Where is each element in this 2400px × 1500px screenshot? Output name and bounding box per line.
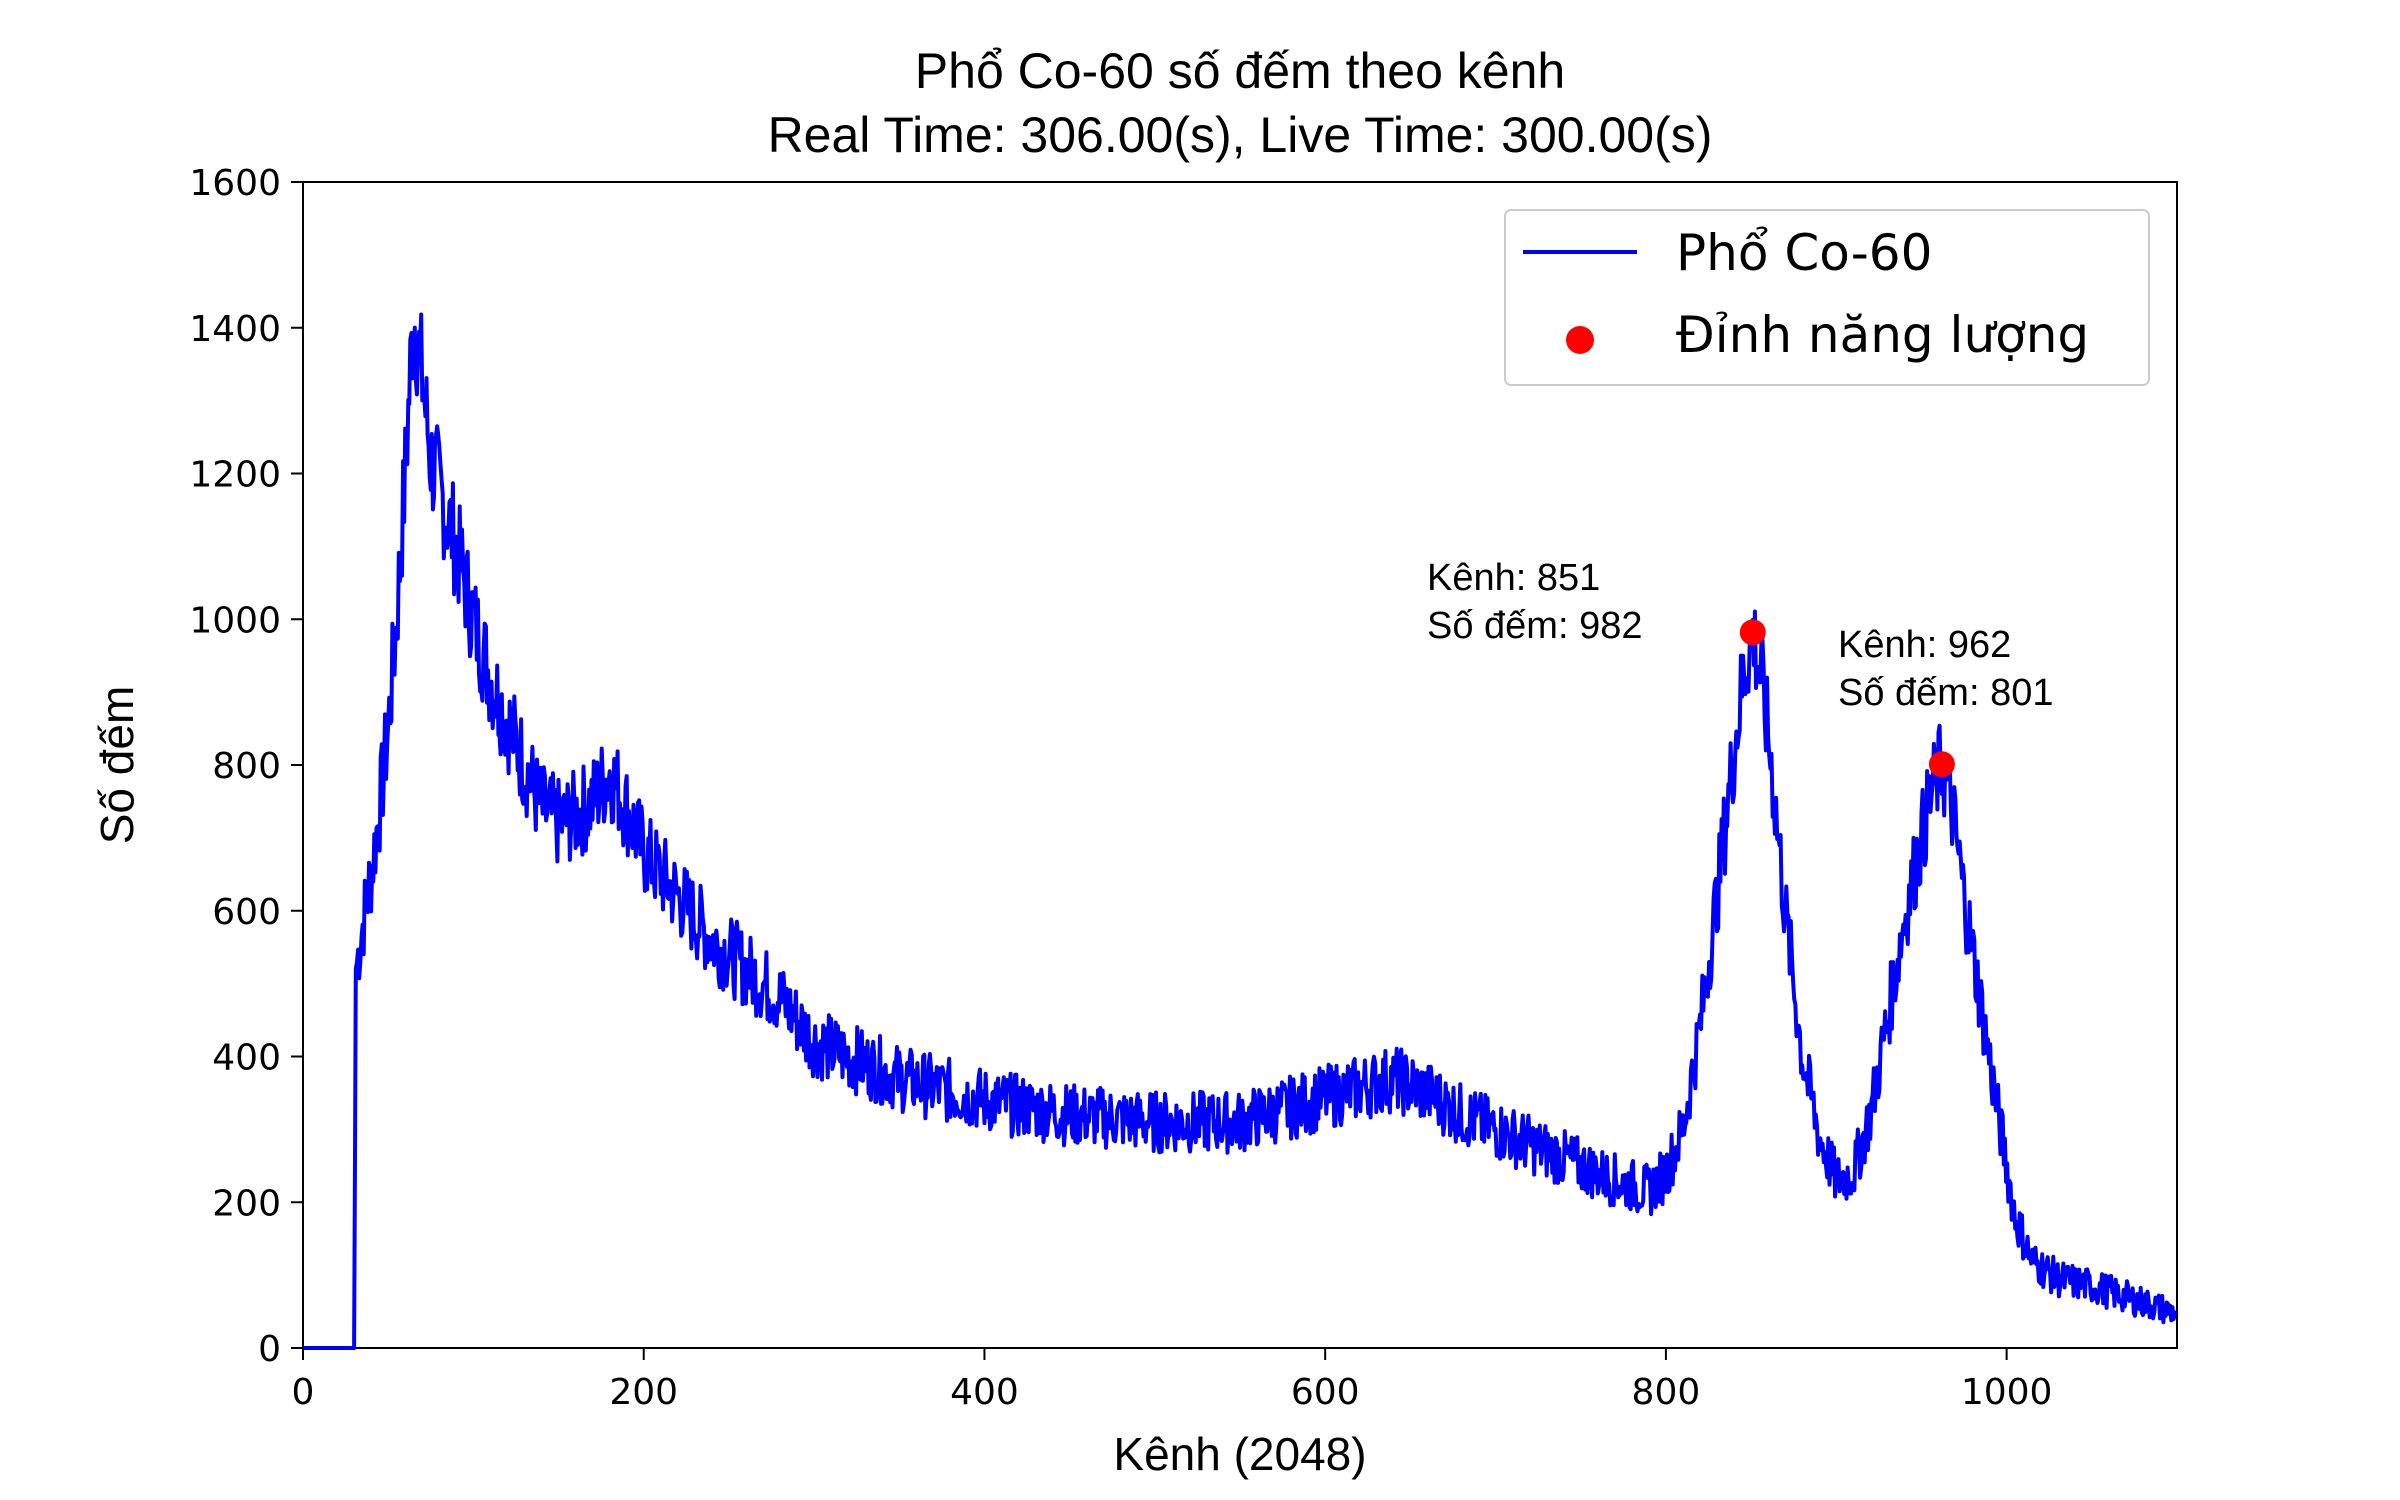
y-axis-label: Số đếm — [91, 686, 143, 845]
x-tick-label: 800 — [1632, 1372, 1701, 1413]
y-tick-label: 400 — [212, 1038, 281, 1079]
peak-markers — [1739, 619, 1955, 778]
spectrum-line-group — [302, 312, 2178, 1350]
legend-box — [1504, 209, 2150, 386]
y-tick-label: 0 — [258, 1329, 281, 1370]
annotations: Kênh: 851 Số đếm: 982 Kênh: 962 Số đếm: … — [1427, 557, 2053, 714]
x-tick-label: 600 — [1291, 1372, 1360, 1413]
legend-marker-peak — [1566, 326, 1594, 354]
plot-area: Kênh: 851 Số đếm: 982 Kênh: 962 Số đếm: … — [302, 181, 2178, 1350]
y-tick-label: 800 — [212, 746, 281, 787]
y-tick-label: 1600 — [189, 163, 281, 204]
spectrum-line — [302, 312, 2178, 1350]
y-tick-label: 1400 — [189, 309, 281, 350]
chart-title: Phổ Co-60 số đếm theo kênh — [915, 43, 1565, 99]
x-axis-ticks: 0 200 400 600 800 1000 — [292, 1348, 2053, 1413]
legend-label-spectrum: Phổ Co-60 — [1676, 224, 1932, 282]
legend: Phổ Co-60 Đỉnh năng lượng — [1504, 209, 2150, 386]
y-tick-label: 200 — [212, 1183, 281, 1224]
peak-1-annotation-channel: Kênh: 851 — [1427, 557, 1600, 599]
chart-subtitle: Real Time: 306.00(s), Live Time: 300.00(… — [768, 107, 1713, 163]
x-axis-label: Kênh (2048) — [1113, 1428, 1366, 1480]
x-tick-label: 0 — [292, 1372, 315, 1413]
peak-marker-2 — [1928, 751, 1955, 778]
y-tick-label: 600 — [212, 892, 281, 933]
peak-2-annotation-count: Số đếm: 801 — [1838, 672, 2053, 714]
x-tick-label: 400 — [950, 1372, 1019, 1413]
x-tick-label: 1000 — [1961, 1372, 2053, 1413]
y-tick-label: 1000 — [189, 600, 281, 641]
x-tick-label: 200 — [609, 1372, 678, 1413]
peak-marker-1 — [1739, 619, 1766, 646]
peak-2-annotation-channel: Kênh: 962 — [1838, 624, 2011, 666]
legend-label-peak: Đỉnh năng lượng — [1676, 306, 2089, 364]
peak-1-annotation-count: Số đếm: 982 — [1427, 605, 1642, 647]
y-tick-label: 1200 — [189, 455, 281, 496]
y-axis-ticks: 0 200 400 600 800 1000 1200 1400 1600 — [189, 163, 303, 1370]
